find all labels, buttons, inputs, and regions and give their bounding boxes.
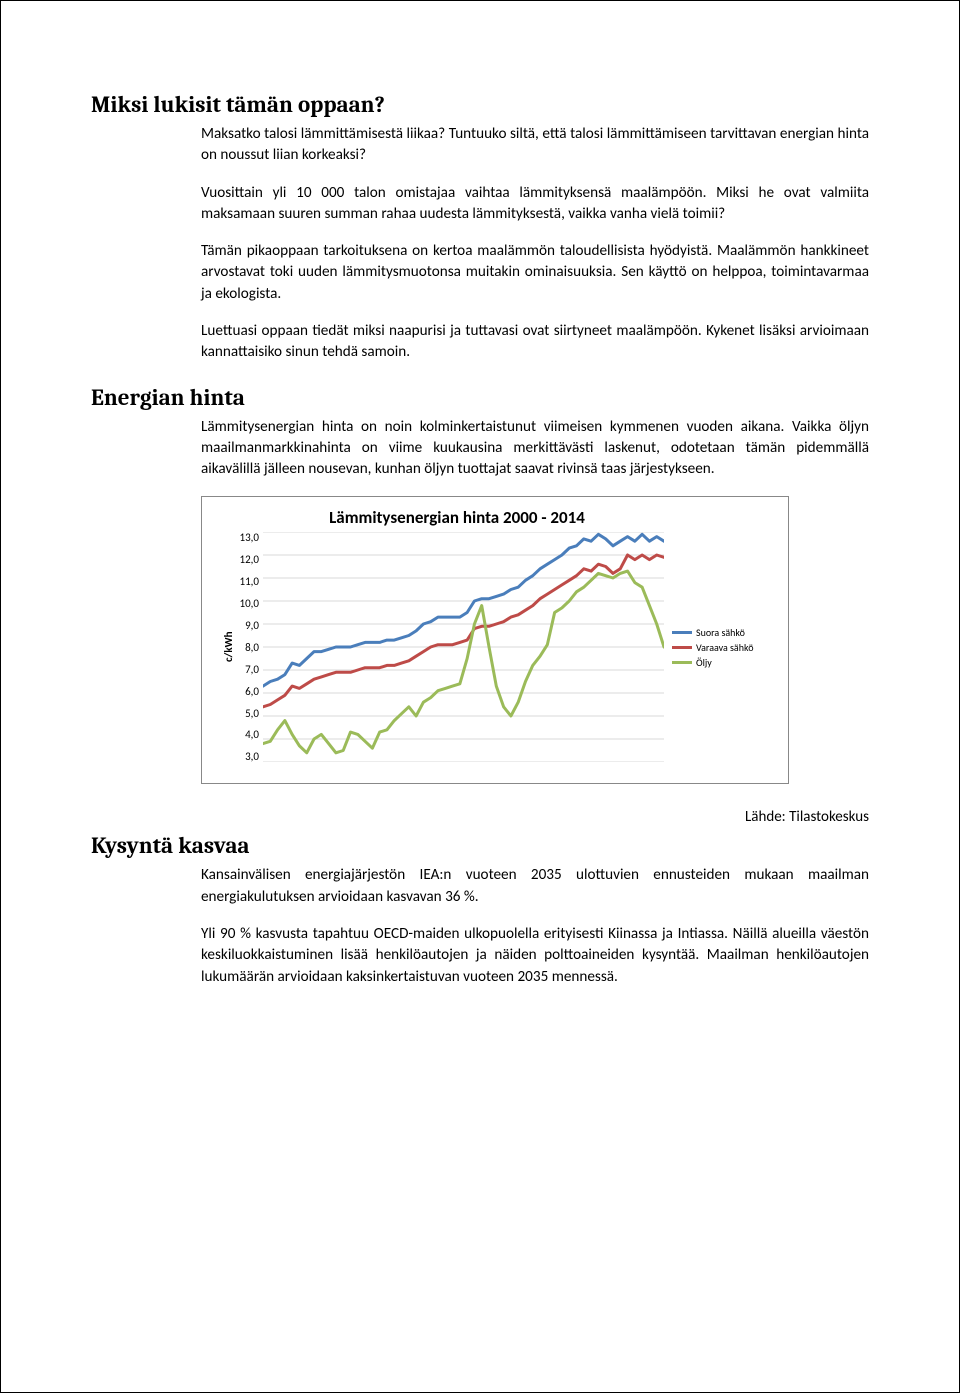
chart-series-line — [263, 535, 664, 687]
legend-label: Suora sähkö — [696, 626, 745, 639]
y-tick-label: 12,0 — [235, 554, 259, 565]
chart-inner: c/kWh 13,0 12,0 11,0 10,0 9,0 8,0 7,0 6,0 5,0 4,0… — [220, 532, 774, 762]
legend-item: Varaava sähkö — [672, 641, 774, 654]
section2-heading: Energian hinta — [91, 384, 869, 411]
legend-label: Öljy — [696, 656, 712, 669]
chart-title: Lämmitysenergian hinta 2000 - 2014 — [260, 507, 654, 528]
y-tick-label: 3,0 — [235, 751, 259, 762]
y-ticks: 13,0 12,0 11,0 10,0 9,0 8,0 7,0 6,0 5,0 4,0 3,0 — [235, 532, 263, 762]
legend-swatch — [672, 631, 692, 634]
y-tick-label: 6,0 — [235, 686, 259, 697]
y-tick-label: 10,0 — [235, 598, 259, 609]
energy-price-chart: Lämmitysenergian hinta 2000 - 2014 c/kWh… — [201, 496, 789, 784]
section1-p3: Tämän pikaoppaan tarkoituksena on kertoa… — [201, 241, 869, 305]
y-axis-label: c/kWh — [220, 532, 235, 762]
section1-p2: Vuosittain yli 10 000 talon omistajaa va… — [201, 183, 869, 226]
section2-body: Lämmitysenergian hinta on noin kolminker… — [201, 417, 869, 481]
legend-swatch — [672, 661, 692, 664]
y-tick-label: 4,0 — [235, 729, 259, 740]
legend-label: Varaava sähkö — [696, 641, 753, 654]
legend-item: Öljy — [672, 656, 774, 669]
section3-p1: Kansainvälisen energiajärjestön IEA:n vu… — [201, 865, 869, 908]
y-tick-label: 9,0 — [235, 620, 259, 631]
section3-heading: Kysyntä kasvaa — [91, 832, 869, 859]
section1-heading: Miksi lukisit tämän oppaan? — [91, 91, 869, 118]
section3-body: Kansainvälisen energiajärjestön IEA:n vu… — [201, 865, 869, 987]
document-page: Miksi lukisit tämän oppaan? Maksatko tal… — [0, 0, 960, 1393]
y-tick-label: 8,0 — [235, 642, 259, 653]
legend-swatch — [672, 646, 692, 649]
section1-p4: Luettuasi oppaan tiedät miksi naapurisi … — [201, 321, 869, 364]
section1-body: Maksatko talosi lämmittämisestä liikaa? … — [201, 124, 869, 364]
y-axis: c/kWh 13,0 12,0 11,0 10,0 9,0 8,0 7,0 6,0 5,0 4,0… — [220, 532, 263, 762]
chart-source: Lähde: Tilastokeskus — [91, 808, 869, 826]
section2-p1: Lämmitysenergian hinta on noin kolminker… — [201, 417, 869, 481]
section3-p2: Yli 90 % kasvusta tapahtuu OECD-maiden u… — [201, 924, 869, 988]
y-tick-label: 5,0 — [235, 708, 259, 719]
chart-series-line — [263, 571, 664, 753]
plot-area — [263, 532, 664, 762]
chart-legend: Suora sähkö Varaava sähkö Öljy — [664, 532, 774, 762]
y-tick-label: 13,0 — [235, 532, 259, 543]
legend-item: Suora sähkö — [672, 626, 774, 639]
y-tick-label: 7,0 — [235, 664, 259, 675]
section1-p1: Maksatko talosi lämmittämisestä liikaa? … — [201, 124, 869, 167]
y-tick-label: 11,0 — [235, 576, 259, 587]
